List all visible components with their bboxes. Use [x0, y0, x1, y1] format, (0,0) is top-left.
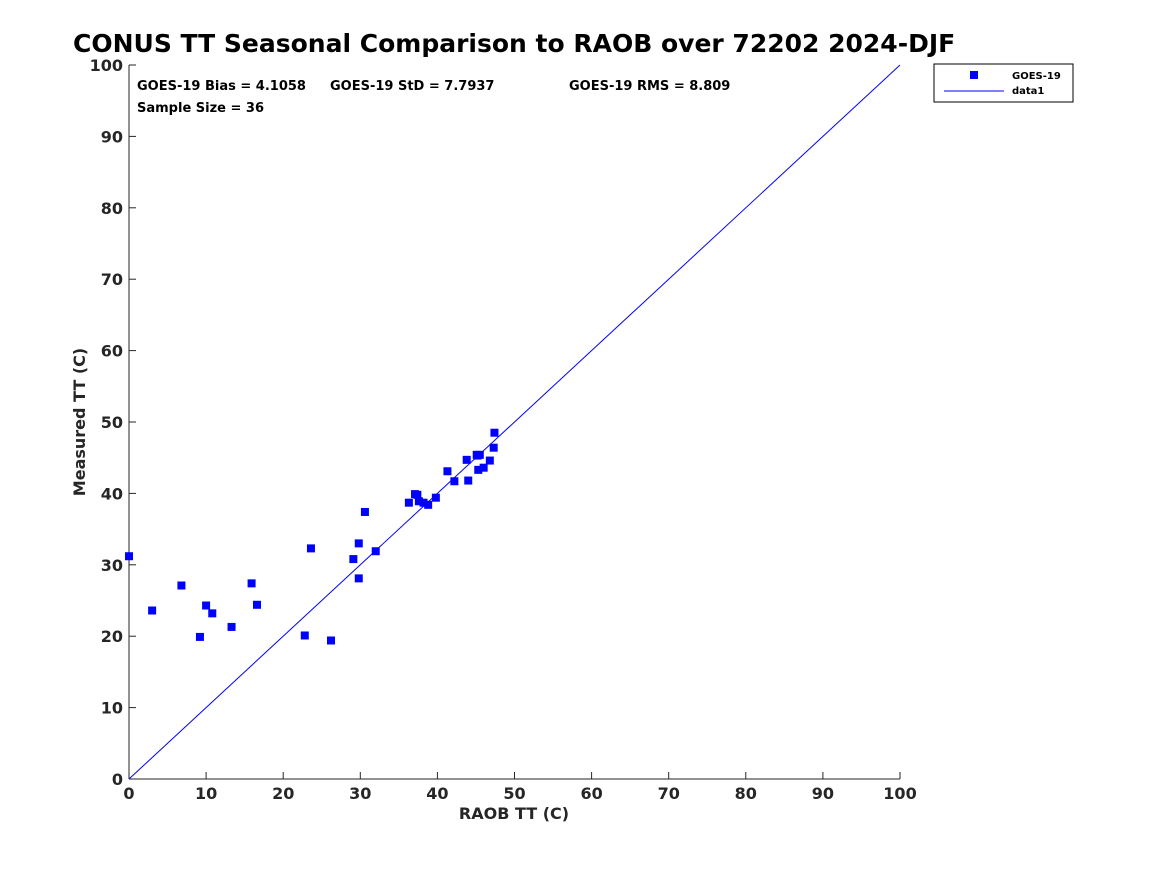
y-tick-label: 90 — [101, 127, 123, 146]
x-tick-label: 20 — [272, 784, 294, 803]
axes: 0 10 20 30 40 50 60 70 80 90 100 0 10 20 30 40 50 60 70 80 9… — [90, 56, 917, 803]
legend: GOES-19 data1 — [933, 63, 1074, 103]
x-tick-label: 30 — [349, 784, 371, 803]
data-point — [473, 451, 482, 460]
data-point — [195, 632, 204, 641]
data-point — [443, 467, 452, 476]
data-point — [125, 552, 133, 561]
data-point — [354, 539, 363, 548]
x-tick-label: 70 — [658, 784, 680, 803]
std-stat: GOES-19 StD = 7.7937 — [330, 79, 494, 94]
x-tick-label: 60 — [580, 784, 602, 803]
x-tick-label: 0 — [123, 784, 134, 803]
data-point — [485, 456, 494, 465]
data-point — [354, 574, 363, 583]
x-tick-label: 100 — [883, 784, 916, 803]
data-point — [462, 455, 471, 464]
legend-box — [933, 63, 1074, 103]
data-point — [202, 601, 211, 610]
data-point — [414, 497, 423, 506]
data-point — [349, 555, 358, 564]
legend-label-data1: data1 — [1012, 86, 1044, 97]
y-tick-label: 10 — [101, 699, 123, 718]
y-tick-label: 20 — [101, 627, 123, 646]
data-point — [208, 609, 217, 618]
data-point — [431, 493, 440, 502]
sample-size-stat: Sample Size = 36 — [137, 101, 264, 116]
data-point — [148, 606, 157, 615]
data-point — [490, 428, 499, 437]
chart-title: CONUS TT Seasonal Comparison to RAOB ove… — [73, 29, 955, 58]
data-point — [300, 631, 309, 640]
rms-stat: GOES-19 RMS = 8.809 — [569, 79, 730, 94]
data-point — [479, 463, 488, 472]
x-tick-label: 80 — [735, 784, 757, 803]
x-tick-label: 50 — [503, 784, 525, 803]
data-point — [327, 636, 336, 645]
y-tick-label: 100 — [90, 56, 123, 75]
y-tick-label: 70 — [101, 270, 123, 289]
x-tick-label: 90 — [812, 784, 834, 803]
y-tick-label: 30 — [101, 556, 123, 575]
data-point — [424, 500, 433, 509]
data-point — [177, 581, 186, 590]
data-point — [371, 547, 380, 556]
data-point — [413, 490, 422, 499]
data-point — [474, 465, 483, 474]
reference-line-data1 — [128, 64, 901, 780]
y-tick-label: 50 — [101, 413, 123, 432]
data-point — [360, 507, 369, 516]
legend-label-goes19: GOES-19 — [1012, 71, 1061, 82]
y-tick-label: 40 — [101, 484, 123, 503]
legend-marker-goes19 — [970, 71, 978, 79]
data-point — [464, 476, 473, 485]
data-point — [247, 579, 256, 588]
data-point — [306, 544, 315, 553]
y-axis-label: Measured TT (C) — [70, 348, 89, 496]
y-tick-label: 80 — [101, 199, 123, 218]
data-point — [252, 600, 261, 609]
plot-area — [125, 64, 901, 780]
data-point — [404, 498, 413, 507]
x-tick-label: 10 — [195, 784, 217, 803]
y-tick-label: 0 — [112, 770, 123, 789]
data-point — [489, 443, 498, 452]
bias-stat: GOES-19 Bias = 4.1058 — [137, 79, 306, 94]
y-tick-label: 60 — [101, 342, 123, 361]
data-point — [227, 622, 236, 631]
x-axis-label: RAOB TT (C) — [459, 804, 569, 823]
data-point — [419, 498, 428, 507]
data-point — [450, 477, 459, 486]
x-tick-label: 40 — [426, 784, 448, 803]
